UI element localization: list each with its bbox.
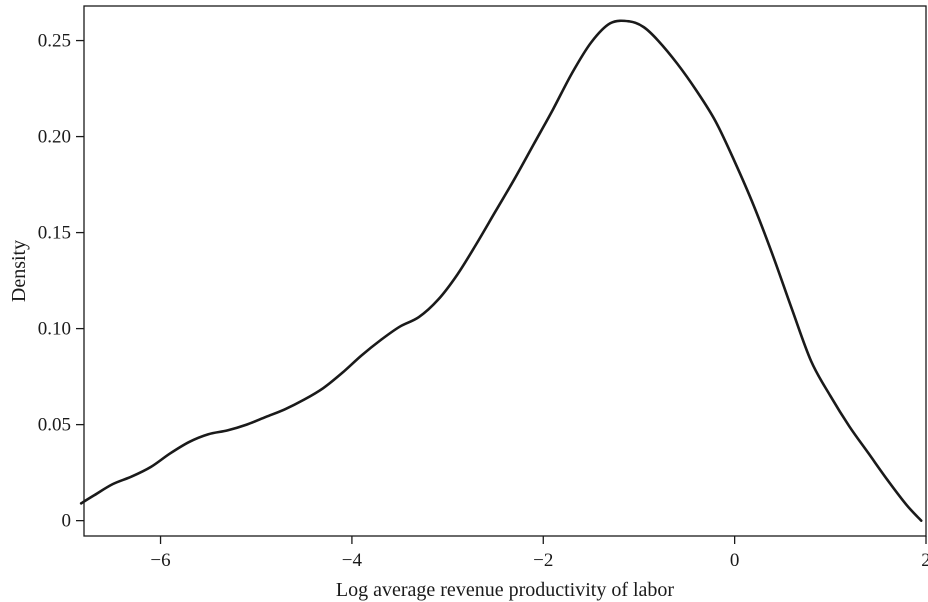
plot-frame	[83, 5, 927, 537]
series-layer	[79, 19, 923, 522]
x-tick-label: 2	[921, 550, 928, 571]
y-tick-label: 0.15	[38, 223, 71, 244]
density-line	[79, 19, 923, 522]
x-tick-label: −2	[533, 550, 553, 571]
y-axis-label: Density	[8, 240, 30, 302]
y-tick-label: 0.20	[38, 127, 71, 148]
y-tick-label: 0	[62, 511, 72, 532]
y-tick-label: 0.25	[38, 31, 71, 52]
y-axis: 0 0.05 0.10 0.15 0.20 0.25	[38, 31, 84, 532]
y-tick-label: 0.10	[38, 319, 71, 340]
x-tick-label: 0	[730, 550, 740, 571]
x-tick-label: −4	[342, 550, 363, 571]
x-tick-label: −6	[150, 550, 170, 571]
x-axis-label: Log average revenue productivity of labo…	[336, 579, 675, 601]
y-tick-label: 0.05	[38, 415, 71, 436]
x-axis: −6 −4 −2 0 2	[150, 536, 928, 571]
